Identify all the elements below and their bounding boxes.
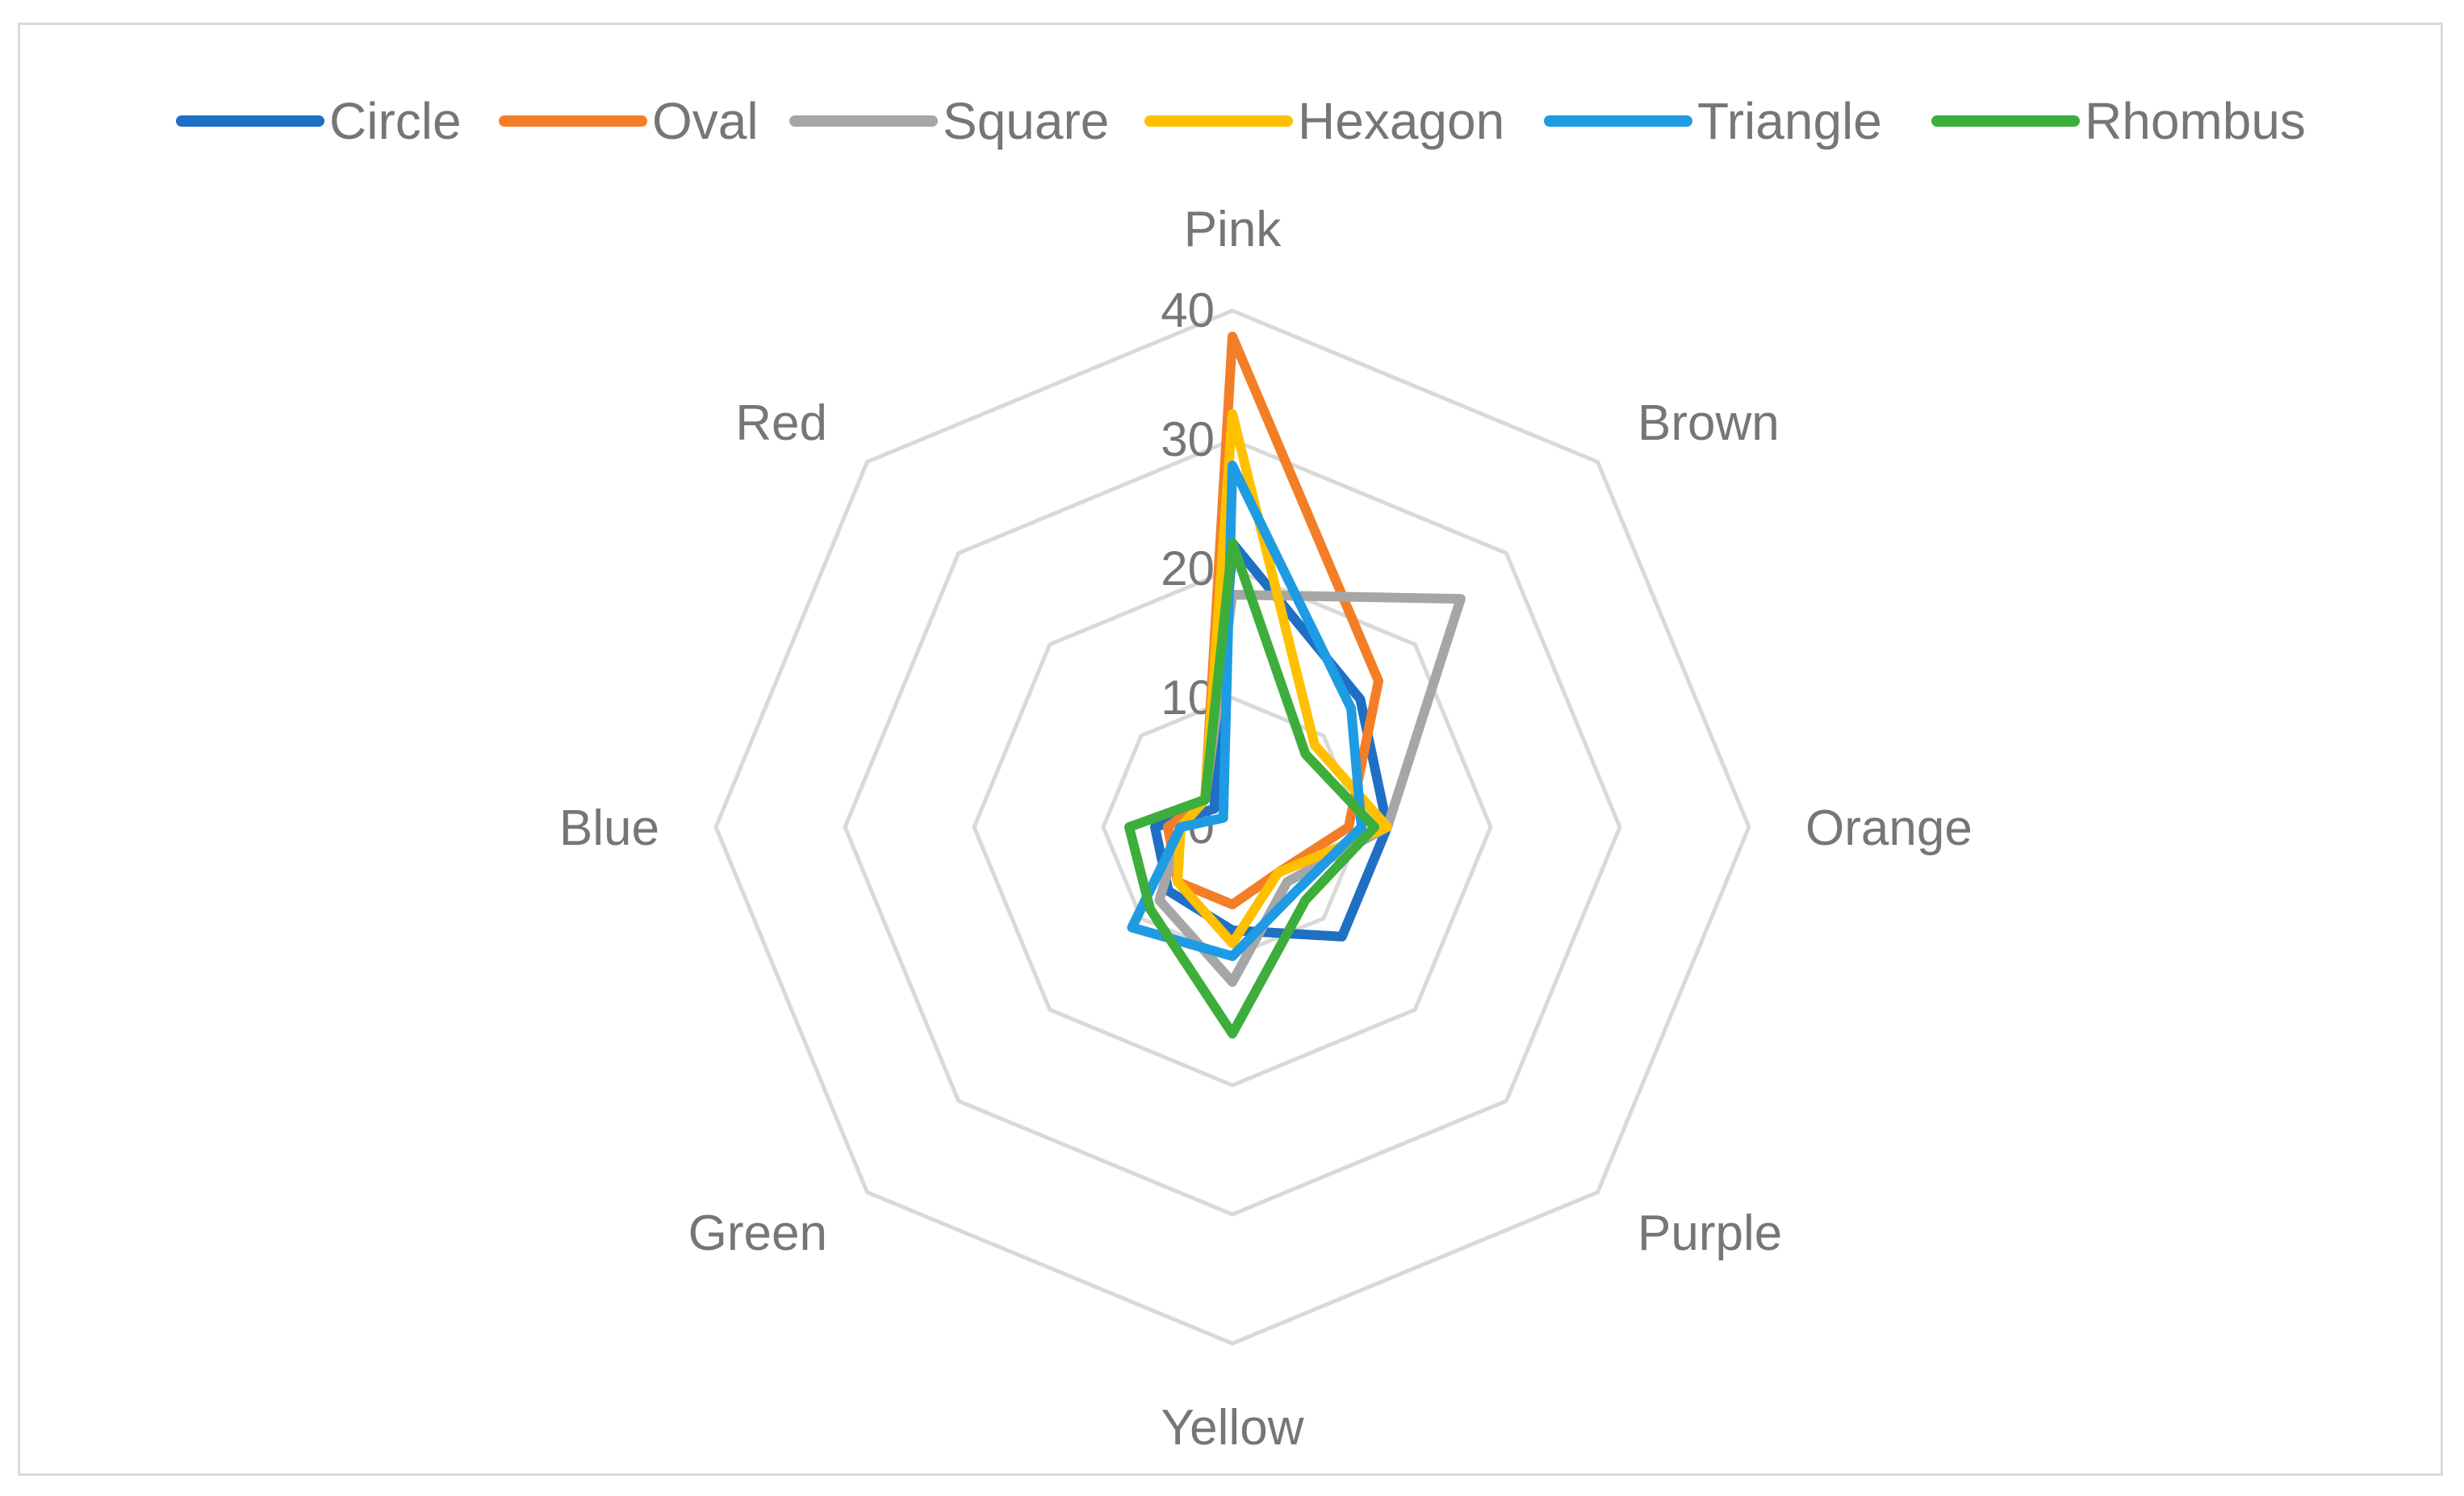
- category-label-orange: Orange: [1805, 800, 1972, 856]
- category-label-pink: Pink: [1184, 202, 1282, 257]
- series-line-triangle: [1127, 461, 1366, 961]
- legend-label-circle: Circle: [329, 92, 462, 150]
- category-label-yellow: Yellow: [1161, 1400, 1304, 1456]
- grid-ring: [843, 437, 1622, 1217]
- series-layer: [1124, 332, 1466, 1038]
- tick-label: 30: [1161, 412, 1215, 466]
- category-label-brown: Brown: [1638, 395, 1780, 451]
- series-line-rhombus: [1124, 538, 1379, 1038]
- legend-label-oval: Oval: [652, 92, 759, 150]
- legend-label-hexagon: Hexagon: [1298, 92, 1504, 150]
- category-label-purple: Purple: [1638, 1206, 1782, 1261]
- category-labels: Pink Brown Orange Purple Yellow Green Blue Red: [559, 202, 1972, 1456]
- legend-label-square: Square: [943, 92, 1109, 150]
- legend-label-rhombus: Rhombus: [2085, 92, 2306, 150]
- grid-ring: [972, 566, 1493, 1088]
- legend-label-triangle: Triangle: [1697, 92, 1882, 150]
- chart-frame: [18, 23, 2443, 1476]
- grid-ring: [713, 308, 1751, 1346]
- legend: Circle Oval Square Hexagon Triangle Rhombus: [176, 92, 2306, 150]
- category-label-green: Green: [688, 1206, 827, 1261]
- category-label-blue: Blue: [559, 800, 659, 856]
- tick-label: 40: [1161, 283, 1215, 337]
- tick-label: 20: [1161, 541, 1215, 595]
- series-line-hexagon: [1173, 409, 1392, 948]
- category-label-red: Red: [735, 395, 827, 451]
